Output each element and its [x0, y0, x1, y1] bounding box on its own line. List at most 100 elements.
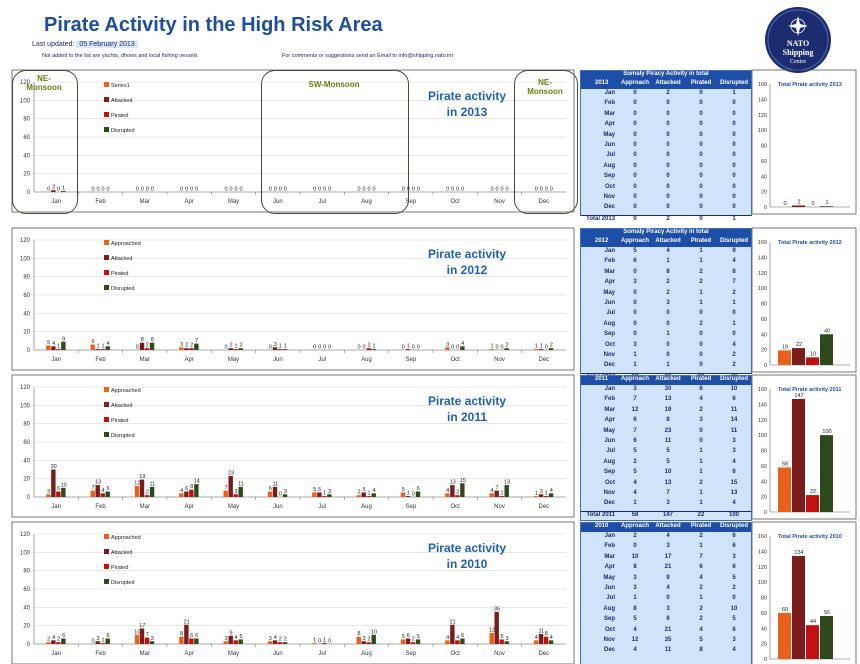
x-tick-label: Feb [95, 199, 106, 205]
summary-data-label: 0 [811, 201, 814, 207]
data-label: 2 [146, 490, 149, 496]
data-label: 2 [550, 343, 553, 349]
summary-data-label: 22 [810, 489, 816, 495]
value-cell: 15 [730, 479, 738, 486]
value-cell: 2 [732, 362, 736, 369]
data-label: 1 [284, 344, 287, 350]
total-label: Total 2013 [586, 215, 615, 222]
value-cell: 1 [699, 595, 703, 602]
bar-disrupted [149, 486, 155, 497]
value-cell: 2 [699, 268, 703, 275]
value-cell: 0 [699, 121, 703, 128]
table-row: Mar 0 8 2 8 [581, 269, 751, 279]
month-cell: Nov [603, 490, 615, 496]
bar-pirated [366, 496, 371, 497]
table-row: Jul 0 0 0 0 [581, 310, 751, 320]
value-cell: 0 [666, 341, 670, 348]
table-row: Mar 12 19 2 11 [581, 407, 751, 417]
y-tick-label: 60 [23, 440, 30, 446]
total-cell: 100 [728, 511, 739, 518]
data-label: 2 [279, 637, 282, 643]
summary-y-tick: 80 [761, 449, 767, 455]
data-label: 0 [328, 345, 331, 351]
data-label: 4 [234, 635, 237, 641]
value-cell: 0 [666, 320, 670, 327]
value-cell: 0 [699, 142, 703, 148]
bar-disrupted [194, 638, 199, 644]
table-title: Somaly Piracy Activity in total [581, 71, 751, 80]
data-label: 0 [545, 345, 548, 351]
value-cell: 7 [732, 279, 736, 286]
y-tick-label: 120 [20, 238, 31, 244]
value-cell: 1 [699, 258, 703, 265]
x-tick-label: May [228, 199, 239, 205]
bar-approached [489, 493, 494, 497]
month-cell: Dec [603, 362, 615, 369]
bar-attacked [361, 641, 366, 644]
summary-data-label: 19 [782, 344, 788, 350]
x-tick-label: Jul [318, 199, 326, 205]
value-cell: 0 [633, 310, 637, 317]
bar-attacked [228, 635, 233, 644]
value-cell: 0 [699, 438, 703, 444]
summary-y-tick: 120 [758, 418, 767, 424]
bar-disrupted [61, 191, 66, 192]
data-label: 6 [62, 633, 65, 639]
bar-attacked [95, 641, 100, 644]
legend-label: Pirated [111, 113, 128, 119]
value-cell: 0 [666, 142, 670, 148]
x-tick-label: Oct [450, 504, 460, 510]
data-label: 35 [494, 606, 500, 612]
bar-approached [134, 634, 140, 644]
data-label: 0 [313, 187, 316, 193]
bar-attacked [51, 346, 56, 350]
value-cell: 6 [633, 438, 637, 444]
value-cell: 0 [699, 173, 703, 180]
value-cell: 0 [666, 173, 670, 180]
data-label: 0 [195, 187, 198, 193]
y-tick-label: 40 [23, 311, 30, 317]
sw-monsoon-label: SW-Monsoon [308, 80, 360, 89]
summary-frame [751, 374, 857, 520]
table-row: Jan 0 2 0 1 [581, 90, 751, 100]
value-cell: 0 [699, 194, 703, 200]
x-tick-label: Oct [450, 199, 460, 205]
bar-approached [46, 494, 51, 497]
summary-bar [806, 625, 819, 659]
comments-email[interactable]: For comments or suggestions send an Emai… [282, 53, 453, 59]
table-header-row: 2012 Approach Attacked Pirated Disrupted [581, 238, 751, 247]
data-label: 0 [180, 187, 183, 193]
table-row: Jan 3 30 6 10 [581, 386, 751, 396]
summary-y-tick: 0 [764, 205, 767, 211]
summary-title: Total Pirate activity 2011 [778, 387, 842, 393]
table-column-header: Pirated [690, 376, 712, 382]
bar-attacked [494, 611, 499, 644]
bar-pirated [189, 348, 194, 350]
summary-y-tick: 20 [761, 495, 767, 501]
y-tick-label: 60 [23, 293, 30, 299]
exclusion-note: Not added to the list are yachts, dhows … [42, 53, 198, 59]
table-column-header: Pirated [690, 523, 712, 529]
data-label: 1 [234, 344, 237, 350]
legend-swatch [104, 564, 109, 569]
x-tick-label: Mar [140, 357, 150, 363]
value-cell: 3 [732, 637, 736, 643]
data-label: 0 [47, 187, 50, 193]
updated-label: Last updated: [32, 41, 75, 48]
summary-y-tick: 140 [758, 402, 767, 408]
data-label: 0 [505, 187, 508, 193]
bar-disrupted [105, 638, 110, 644]
bar-attacked [184, 348, 189, 350]
value-cell: 0 [699, 100, 703, 107]
legend-label: Pirated [111, 565, 128, 571]
data-label: 13 [504, 480, 510, 486]
month-cell: Aug [603, 605, 615, 612]
table-row: Sep 0 1 0 0 [581, 331, 751, 341]
data-label: 5 [500, 634, 503, 640]
total-cell: 58 [631, 511, 639, 518]
table-column-header: Approach [620, 80, 649, 86]
data-label: 3 [47, 489, 50, 495]
legend-swatch [104, 240, 109, 245]
value-cell: 0 [633, 152, 637, 159]
table-column-header: Disrupted [719, 523, 748, 529]
